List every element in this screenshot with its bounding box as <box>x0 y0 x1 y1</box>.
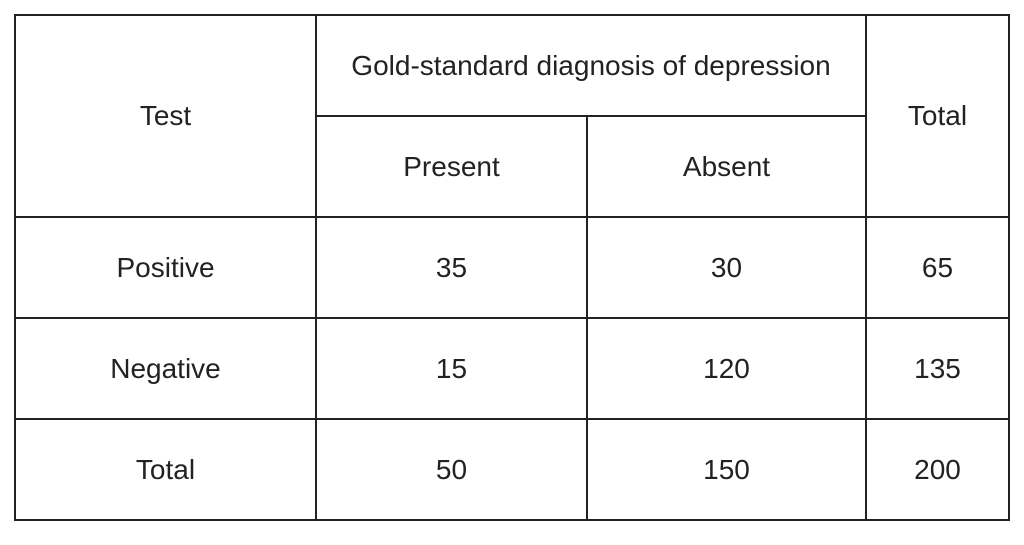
body-row: Negative 15 120 135 <box>14 317 1010 420</box>
count-cell: 200 <box>865 418 1010 521</box>
count-cell: 135 <box>865 317 1010 420</box>
row-label: Total <box>14 418 317 521</box>
count-cell: 15 <box>315 317 588 420</box>
header-row: Test Gold-standard diagnosis of depressi… <box>14 14 1010 218</box>
header-cell: Test <box>14 14 317 218</box>
count-cell: 150 <box>586 418 867 521</box>
header-cell: Gold-standard diagnosis of depression <box>315 14 867 117</box>
row-label: Positive <box>14 216 317 319</box>
header-cell: Total <box>865 14 1010 218</box>
subheader-cell: Absent <box>586 115 867 218</box>
count-cell: 120 <box>586 317 867 420</box>
count-cell: 35 <box>315 216 588 319</box>
subheader-row: Present Absent <box>15 115 1009 218</box>
count-cell: 65 <box>865 216 1010 319</box>
body-row: Positive 35 30 65 <box>14 216 1010 319</box>
row-label: Negative <box>14 317 317 420</box>
body-row: Total 50 150 200 <box>14 418 1010 521</box>
contingency-table: Test Gold-standard diagnosis of depressi… <box>14 14 1010 521</box>
count-cell: 50 <box>315 418 588 521</box>
subheader-cell: Present <box>315 115 588 218</box>
count-cell: 30 <box>586 216 867 319</box>
